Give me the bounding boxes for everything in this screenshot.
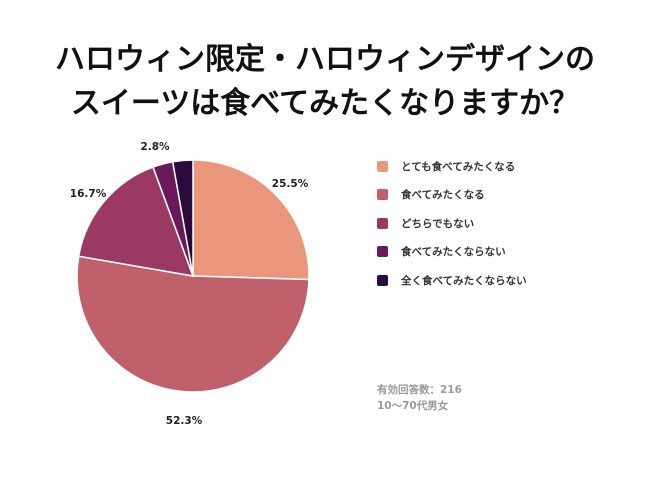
respondent-demographic: 10〜70代男女 [377, 400, 449, 412]
pie-slice [171, 159, 194, 277]
legend-item: とても食べてみたくなる [377, 159, 527, 173]
title-line-2: スイーツは食べてみたくなりますか？ [70, 86, 580, 121]
legend-label: とても食べてみたくなる [401, 160, 516, 173]
legend-swatch [377, 217, 388, 229]
pie-slice [192, 159, 310, 281]
legend-label: 食べてみたくなる [401, 189, 485, 201]
data-label: 16.7% [70, 188, 107, 200]
pie-slice [76, 255, 310, 393]
pie-slice [77, 166, 195, 277]
survey-note: 有効回答数：216 10〜70代男女 [377, 382, 462, 414]
legend-item: 全く食べてみたくならない [377, 273, 527, 287]
data-label: 52.3% [166, 415, 203, 427]
legend: とても食べてみたくなる 食べてみたくなる どちらでもない 食べてみたくならない … [377, 159, 527, 302]
legend-item: 食べてみたくなる [377, 188, 527, 202]
legend-swatch [377, 246, 388, 257]
legend-item: どちらでもない [377, 216, 527, 230]
data-label: 2.8% [140, 141, 170, 153]
legend-label: どちらでもない [401, 217, 475, 230]
title-line-1: ハロウィン限定・ハロウィンデザインの [55, 42, 595, 77]
legend-item: 食べてみたくならない [377, 245, 527, 259]
chart-title: ハロウィン限定・ハロウィンデザインの スイーツは食べてみたくなりますか？ [0, 38, 650, 126]
legend-label: 全く食べてみたくならない [401, 274, 527, 287]
data-label: 25.5% [272, 178, 309, 190]
respondent-count: 有効回答数：216 [377, 384, 462, 396]
legend-swatch [377, 160, 388, 172]
legend-swatch [377, 274, 388, 286]
legend-swatch [377, 189, 388, 200]
legend-label: 食べてみたくならない [401, 246, 506, 258]
